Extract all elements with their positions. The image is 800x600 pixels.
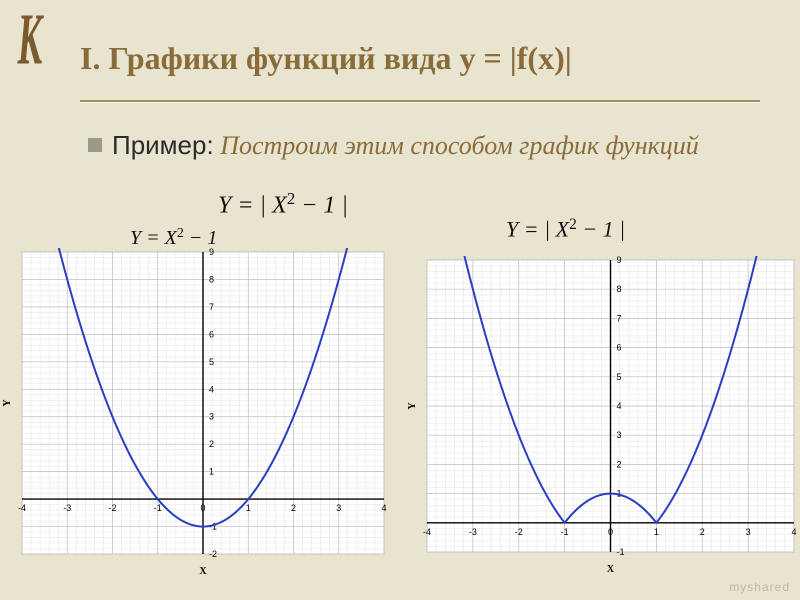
svg-text:3: 3	[336, 503, 341, 513]
svg-text:X: X	[607, 564, 615, 575]
example-lead: Пример:	[112, 130, 214, 160]
svg-text:-4: -4	[423, 527, 431, 537]
svg-text:-3: -3	[63, 503, 71, 513]
svg-text:2: 2	[209, 439, 214, 449]
svg-text:-2: -2	[108, 503, 116, 513]
chart-right: -4-3-2-101234-1123456789XY	[405, 256, 800, 576]
equation-right: Y = | X2 − 1 |	[506, 216, 625, 243]
svg-text:4: 4	[209, 384, 214, 394]
svg-text:9: 9	[617, 256, 622, 265]
svg-text:6: 6	[617, 343, 622, 353]
svg-text:2: 2	[617, 459, 622, 469]
equation-left: Y = X2 − 1	[130, 226, 217, 250]
svg-text:Y: Y	[2, 399, 13, 407]
svg-text:0: 0	[200, 503, 205, 513]
svg-text:2: 2	[291, 503, 296, 513]
svg-text:7: 7	[209, 302, 214, 312]
svg-text:3: 3	[746, 527, 751, 537]
svg-text:5: 5	[209, 357, 214, 367]
watermark: myshared	[729, 580, 790, 594]
svg-text:-1: -1	[561, 527, 569, 537]
chart-left: -4-3-2-101234-2-1123456789XY	[0, 248, 390, 578]
svg-text:2: 2	[700, 527, 705, 537]
slide-title: I. Графики функций вида y = |f(x)|	[80, 40, 572, 77]
svg-text:4: 4	[791, 527, 796, 537]
equation-main: Y = | X2 − 1 |	[218, 189, 348, 219]
svg-text:-1: -1	[154, 503, 162, 513]
svg-text:4: 4	[381, 503, 386, 513]
svg-text:-1: -1	[617, 547, 625, 557]
svg-text:6: 6	[209, 329, 214, 339]
svg-text:0: 0	[608, 527, 613, 537]
svg-text:4: 4	[617, 401, 622, 411]
svg-text:3: 3	[209, 412, 214, 422]
svg-text:1: 1	[209, 467, 214, 477]
svg-text:5: 5	[617, 372, 622, 382]
svg-text:8: 8	[209, 274, 214, 284]
bullet-icon	[88, 138, 102, 152]
svg-text:-2: -2	[209, 549, 217, 559]
svg-text:-4: -4	[18, 503, 26, 513]
example-paragraph: Пример: Построим этим способом график фу…	[88, 130, 758, 161]
svg-text:1: 1	[654, 527, 659, 537]
svg-text:X: X	[199, 566, 207, 577]
svg-text:3: 3	[617, 430, 622, 440]
slide: К I. Графики функций вида y = |f(x)| При…	[0, 0, 800, 600]
title-underline	[80, 100, 760, 102]
svg-text:8: 8	[617, 284, 622, 294]
example-rest: Построим этим способом график функций	[214, 131, 699, 160]
svg-text:7: 7	[617, 313, 622, 323]
svg-text:-3: -3	[469, 527, 477, 537]
svg-text:-2: -2	[515, 527, 523, 537]
svg-text:Y: Y	[407, 402, 418, 410]
svg-text:1: 1	[246, 503, 251, 513]
logo-letter: К	[18, 0, 39, 82]
svg-text:9: 9	[209, 248, 214, 257]
